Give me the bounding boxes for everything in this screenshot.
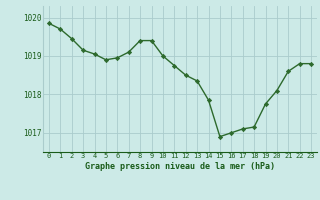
X-axis label: Graphe pression niveau de la mer (hPa): Graphe pression niveau de la mer (hPa) (85, 162, 275, 171)
